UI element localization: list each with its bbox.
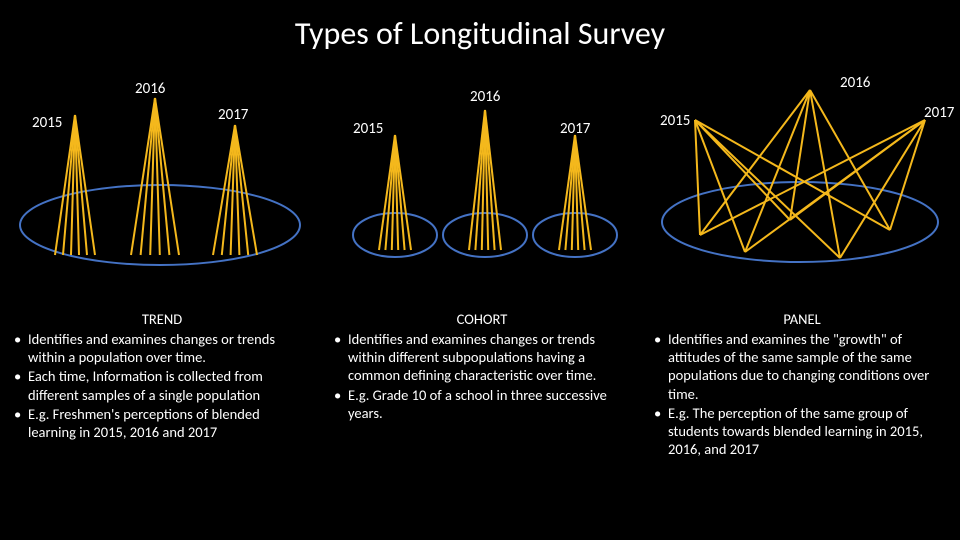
panel-bullet: E.g. The perception of the same group of… — [654, 404, 950, 458]
panel-year-2016: 2016 — [840, 74, 870, 92]
cohort-bullet: E.g. Grade 10 of a school in three succe… — [334, 386, 630, 422]
trend-bullet: Each time, Information is collected from… — [14, 367, 310, 403]
cohort-desc: COHORT Identifies and examines changes o… — [334, 310, 630, 423]
panel-panel: 2015 2016 2017 PANEL Identifies and exam… — [640, 80, 960, 520]
trend-year-2015: 2015 — [32, 114, 62, 132]
panel-year-2017: 2017 — [924, 104, 954, 122]
panel-year-2015: 2015 — [660, 112, 690, 130]
trend-desc: TREND Identifies and examines changes or… — [14, 310, 310, 442]
panel-cohort: 2015 2016 2017 COHORT Identifies and exa… — [320, 80, 640, 520]
cohort-year-2017: 2017 — [560, 120, 590, 138]
cohort-svg — [320, 80, 640, 280]
trend-year-2016: 2016 — [135, 80, 165, 98]
trend-heading: TREND — [14, 310, 310, 328]
trend-diagram: 2015 2016 2017 — [0, 80, 320, 280]
cohort-heading: COHORT — [334, 310, 630, 328]
panel-svg — [640, 80, 960, 280]
panel-desc: PANEL Identifies and examines the "growt… — [654, 310, 950, 459]
cohort-bullet: Identifies and examines changes or trend… — [334, 330, 630, 384]
panel-heading: PANEL — [654, 310, 950, 328]
panel-trend: 2015 2016 2017 TREND Identifies and exam… — [0, 80, 320, 520]
page-title: Types of Longitudinal Survey — [0, 14, 960, 53]
trend-bullet: Identifies and examines changes or trend… — [14, 330, 310, 366]
panel-bullet: Identifies and examines the "growth" of … — [654, 330, 950, 403]
cohort-diagram: 2015 2016 2017 — [320, 80, 640, 280]
cohort-year-2015: 2015 — [353, 120, 383, 138]
trend-bullet: E.g. Freshmen's perceptions of blended l… — [14, 405, 310, 441]
cohort-year-2016: 2016 — [470, 88, 500, 106]
panel-diagram: 2015 2016 2017 — [640, 80, 960, 280]
trend-year-2017: 2017 — [218, 106, 248, 124]
trend-svg — [0, 80, 320, 280]
